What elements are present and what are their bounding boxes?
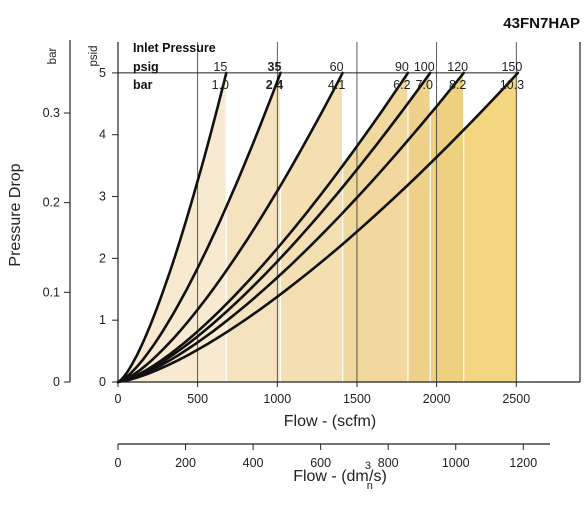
header-psig-value: 100 [414,60,435,74]
header-psig-value: 120 [447,60,468,74]
header-psig-value: 15 [213,60,227,74]
x2-axis-title-sub: n [367,480,373,492]
curve-15psig [116,71,228,384]
y-tick-label-bar: 0.3 [43,106,60,120]
y-axis-title: Pressure Drop [7,163,24,266]
header-title: Inlet Pressure [133,41,216,55]
axes [64,40,581,450]
curve-120psig [116,71,465,384]
fill-area-60psig [118,72,343,383]
header-bar-value: 2.4 [266,78,283,92]
y-tick-label-psid: 3 [99,190,106,204]
fill-area-15psig [118,72,227,383]
x2-tick-label: 200 [175,456,196,470]
x2-tick-label: 0 [115,456,122,470]
curve-90psig [116,71,410,384]
header-bar-value: 10.3 [500,78,524,92]
header-psig-value: 150 [501,60,522,74]
x-tick-label: 1500 [343,392,371,406]
y-tick-label-bar: 0.1 [43,285,60,299]
y-unit-psid: psid [88,45,100,66]
x2-tick-label: 1000 [442,456,470,470]
header-psig-value: 90 [395,60,409,74]
x2-axis-title-sup: 3 [365,460,371,472]
vertical-gridlines [197,42,517,382]
curve-35psig [116,71,282,384]
fill-area-35psig [118,72,281,383]
x-tick-label: 0 [115,392,122,406]
header-psig-value: 60 [330,60,344,74]
header-psig-label: psig [133,60,159,74]
curve-60psig [116,71,344,384]
x2-tick-label: 1200 [509,456,537,470]
x-tick-label: 1000 [263,392,291,406]
tick-labels: 0 1 2 3 4 5 0 0.1 0.2 0.3 0 500 1000 1500 2000 2500 0 200… [43,66,538,470]
inlet-pressure-header: Inlet Pressure psig bar 15 1.0 35 2.4 60 4.1 90 6.… [133,41,524,92]
curve-100psig [116,71,432,384]
x-axis-title: Flow - (scfm) [284,413,376,430]
x2-axis-title: Flow - (dm n 3/s) [293,460,387,492]
curve-150psig [116,71,520,384]
y-tick-label-psid: 5 [99,66,106,80]
model-code: 43FN7HAP [503,15,580,32]
header-bar-value: 8.2 [449,78,466,92]
header-bar-value: 4.1 [328,78,345,92]
series-curves [116,71,520,384]
y-tick-label-psid: 0 [99,375,106,389]
x2-tick-label: 800 [378,456,399,470]
header-bar-value: 7.0 [416,78,433,92]
y-tick-label-bar: 0 [53,375,60,389]
x2-axis-title-end: /s) [369,468,387,485]
header-bar-label: bar [133,78,153,92]
y-tick-label-psid: 4 [99,128,106,142]
x-tick-label: 500 [187,392,208,406]
header-psig-value: 35 [268,60,282,74]
x-tick-label: 2000 [423,392,451,406]
header-bar-value: 6.2 [393,78,410,92]
x2-tick-label: 400 [243,456,264,470]
y-tick-label-psid: 2 [99,251,106,265]
x2-axis-title-main: Flow - (dm [293,468,369,485]
series-fill-areas [118,72,519,383]
y-tick-label-psid: 1 [99,313,106,327]
x-tick-label: 2500 [502,392,530,406]
y-tick-label-bar: 0.2 [43,196,60,210]
header-bar-value: 1.0 [212,78,229,92]
y-unit-bar: bar [47,48,59,65]
x2-tick-label: 600 [310,456,331,470]
